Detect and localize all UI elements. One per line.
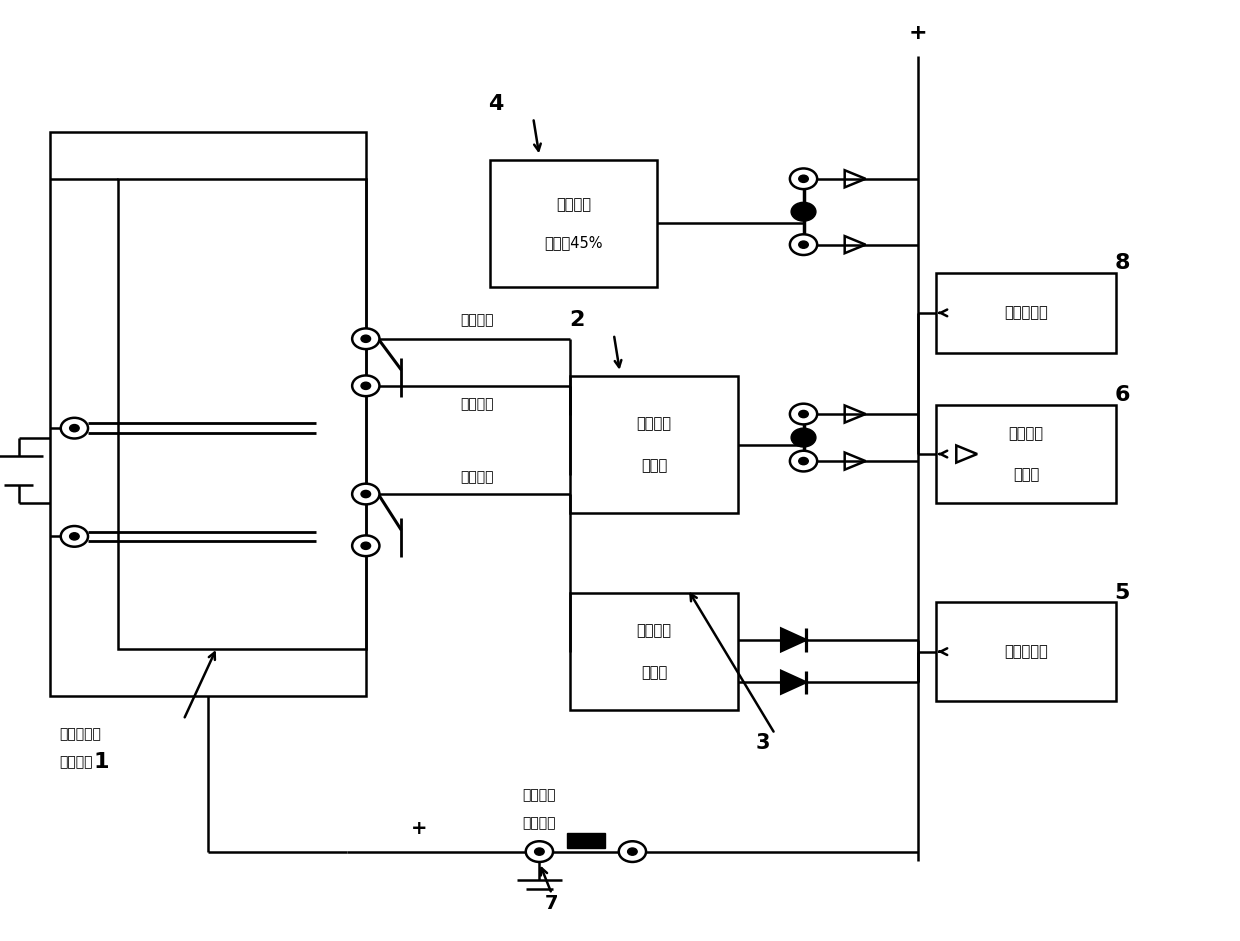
Circle shape [799, 410, 808, 418]
Circle shape [790, 451, 817, 471]
Text: 8: 8 [1115, 253, 1130, 274]
Text: 发动机起动: 发动机起动 [60, 727, 102, 741]
Circle shape [619, 841, 646, 862]
Circle shape [790, 168, 817, 189]
Text: 5: 5 [1115, 582, 1130, 603]
Text: 停车控制: 停车控制 [460, 470, 495, 484]
Circle shape [361, 382, 371, 390]
Circle shape [61, 526, 88, 547]
Text: 控制发动: 控制发动 [636, 624, 672, 638]
Text: 机停车: 机停车 [641, 665, 667, 679]
Text: +: + [410, 819, 428, 837]
Circle shape [361, 542, 371, 550]
Circle shape [627, 848, 637, 855]
Text: 7: 7 [546, 894, 558, 913]
Circle shape [61, 418, 88, 439]
Circle shape [799, 241, 808, 248]
Bar [118, 179, 366, 649]
Bar [936, 405, 1116, 503]
Circle shape [361, 490, 371, 498]
Circle shape [69, 424, 79, 432]
Circle shape [352, 375, 379, 396]
Bar [936, 273, 1116, 353]
Circle shape [361, 335, 371, 343]
Bar [936, 602, 1116, 701]
Circle shape [534, 848, 544, 855]
Circle shape [799, 457, 808, 465]
Text: 机起动: 机起动 [641, 458, 667, 472]
Text: 停车电磁阀: 停车电磁阀 [1004, 645, 1048, 659]
Bar [570, 593, 738, 710]
Text: 停车控制: 停车控制 [60, 756, 93, 769]
Circle shape [526, 841, 553, 862]
Bar [568, 833, 605, 848]
Text: 飞行控制: 飞行控制 [460, 313, 495, 327]
Circle shape [791, 202, 816, 221]
Circle shape [69, 533, 79, 540]
Circle shape [790, 404, 817, 424]
Text: 起动控制: 起动控制 [522, 817, 557, 830]
Polygon shape [781, 629, 806, 651]
Circle shape [799, 175, 808, 183]
Text: 6: 6 [1115, 385, 1130, 406]
Text: 3: 3 [755, 733, 770, 754]
Text: 发动机转: 发动机转 [556, 198, 591, 212]
Text: +: + [908, 23, 928, 43]
Bar [490, 160, 657, 287]
Text: 动点火: 动点火 [1013, 468, 1039, 482]
Polygon shape [781, 671, 806, 694]
Bar [50, 132, 366, 696]
Text: 慢车控制: 慢车控制 [460, 398, 495, 411]
Bar [570, 376, 738, 513]
Text: 起动发电机: 起动发电机 [1004, 306, 1048, 320]
Text: 4: 4 [489, 93, 503, 114]
Text: 2: 2 [569, 310, 584, 330]
Circle shape [352, 484, 379, 504]
Text: 发动机冷: 发动机冷 [522, 789, 557, 802]
Text: 控制发动: 控制发动 [636, 417, 672, 431]
Circle shape [791, 428, 816, 447]
Circle shape [352, 535, 379, 556]
Text: 1: 1 [93, 752, 109, 773]
Text: 速大于45%: 速大于45% [544, 235, 603, 249]
Text: 发动机起: 发动机起 [1008, 426, 1044, 440]
Circle shape [790, 234, 817, 255]
Circle shape [352, 328, 379, 349]
